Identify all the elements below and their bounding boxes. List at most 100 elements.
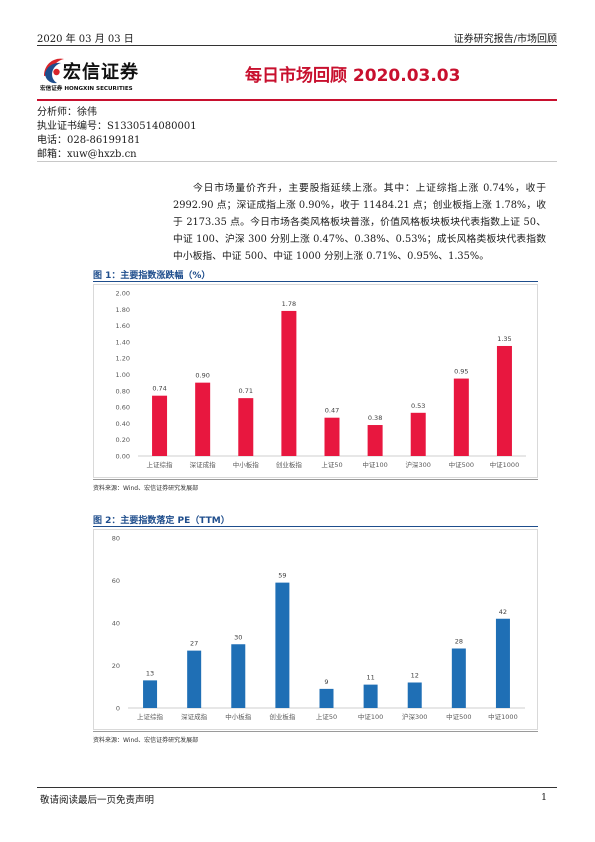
chart-2-bar xyxy=(363,684,378,708)
figure-2-bottom-rule xyxy=(93,731,538,732)
chart-2-bar xyxy=(451,648,466,708)
chart-1-data-label: 0.38 xyxy=(368,414,382,422)
figure-2-title: 图 2：主要指数落定 PE（TTM） xyxy=(93,516,230,526)
chart-1-y-tick-label: 1.80 xyxy=(116,306,130,314)
chart-2-bar xyxy=(275,582,290,708)
header-divider xyxy=(37,45,557,46)
chart-2-bar xyxy=(231,644,246,708)
chart-2-x-tick-label: 中小板指 xyxy=(225,712,252,721)
chart-1-bar xyxy=(324,417,340,456)
chart-2-data-label: 12 xyxy=(411,672,419,680)
chart-2-data-label: 11 xyxy=(366,674,374,682)
figure-2-top-rule xyxy=(93,526,538,527)
footer-divider xyxy=(37,787,557,788)
logo-swoosh-blue xyxy=(45,62,61,84)
chart-1-data-label: 0.53 xyxy=(411,402,425,410)
chart-2-x-tick-label: 深证成指 xyxy=(181,712,208,721)
market-summary: 今日市场量价齐升，主要股指延续上涨。其中：上证综指上涨 0.74%，收于 299… xyxy=(173,183,546,262)
chart-1-frame xyxy=(93,284,538,478)
page-title: 每日市场回顾 2020.03.03 xyxy=(245,66,461,86)
chart-2-bar xyxy=(407,682,422,708)
footer-disclaimer: 敬请阅读最后一页免责声明 xyxy=(40,795,155,806)
chart-1-y-tick-label: 1.60 xyxy=(116,322,130,330)
chart-2-data-label: 13 xyxy=(146,669,154,677)
chart-1-bar xyxy=(281,310,297,456)
chart-1-x-tick-label: 中证100 xyxy=(362,460,387,469)
chart-1-bar xyxy=(453,378,469,456)
logo-company-name: 宏信证券 xyxy=(63,62,139,83)
chart-1-y-tick-label: 0.00 xyxy=(116,453,130,461)
chart-2-x-tick-label: 上证50 xyxy=(316,712,337,721)
chart-2-x-tick-label: 上证综指 xyxy=(137,712,164,721)
chart-2-y-tick-label: 0 xyxy=(116,705,120,713)
figure-1-chart: 0.00 0.20 0.40 0.60 0.80 1.00 1.20 1.40 1.60 1.80… xyxy=(93,284,538,478)
chart-2-bar xyxy=(187,650,202,708)
company-logo xyxy=(44,58,64,84)
chart-2-data-label: 59 xyxy=(278,572,286,580)
chart-1-data-label: 1.35 xyxy=(497,335,511,343)
chart-1-x-tick-label: 中证1000 xyxy=(490,460,520,469)
chart-1-y-tick-label: 1.40 xyxy=(116,338,130,346)
chart-1-bar xyxy=(238,398,254,456)
analyst-name: 分析师：徐伟 xyxy=(37,107,97,118)
chart-1-data-label: 0.47 xyxy=(325,407,339,415)
analyst-email: 邮箱：xuw@hxzb.cn xyxy=(37,149,137,160)
chart-2-data-label: 28 xyxy=(455,638,463,646)
chart-2-x-tick-label: 创业板指 xyxy=(269,712,296,721)
figure-2-source: 资料来源：Wind、宏信证券研究发展部 xyxy=(93,737,199,744)
chart-2-y-tick-label: 40 xyxy=(112,620,120,628)
figure-1-bottom-rule xyxy=(93,479,538,480)
chart-2-frame xyxy=(93,529,538,730)
chart-1-x-tick-label: 中小板指 xyxy=(233,460,260,469)
meta-divider xyxy=(37,161,557,162)
chart-1-data-label: 0.95 xyxy=(454,368,468,376)
chart-1-data-label: 1.78 xyxy=(282,300,296,308)
chart-1-bar xyxy=(410,412,426,456)
chart-1-x-tick-label: 创业板指 xyxy=(276,460,303,469)
chart-1-x-tick-label: 上证综指 xyxy=(147,460,174,469)
chart-1-y-tick-label: 1.00 xyxy=(116,371,130,379)
chart-2-x-tick-label: 中证100 xyxy=(358,712,383,721)
report-category: 证券研究报告/市场回顾 xyxy=(453,34,557,45)
figure-1-source: 资料来源：Wind、宏信证券研究发展部 xyxy=(93,485,199,492)
chart-1-data-label: 0.90 xyxy=(195,372,209,380)
chart-2-x-tick-label: 中证1000 xyxy=(488,712,518,721)
chart-2-y-tick-label: 20 xyxy=(112,662,120,670)
chart-1-data-label: 0.74 xyxy=(152,385,166,393)
chart-2-data-label: 9 xyxy=(324,678,328,686)
figure-1-title: 图 1：主要指数涨跌幅（%） xyxy=(93,271,211,281)
chart-1-y-tick-label: 0.60 xyxy=(116,404,130,412)
chart-2-bar xyxy=(319,688,334,708)
chart-2-y-tick-label: 80 xyxy=(112,535,120,543)
chart-1-y-tick-label: 0.40 xyxy=(116,420,130,428)
chart-2-y-tick-label: 60 xyxy=(112,577,120,585)
report-date: 2020 年 03 月 03 日 xyxy=(37,34,134,45)
chart-1-y-tick-label: 2.00 xyxy=(116,290,130,298)
chart-1-bar xyxy=(496,345,512,456)
chart-1-x-tick-label: 沪深300 xyxy=(406,460,431,469)
chart-2-x-tick-label: 沪深300 xyxy=(402,712,427,721)
logo-dot xyxy=(53,68,60,76)
logo-tagline: 宏信证券 HONGXIN SECURITIES xyxy=(40,86,133,92)
analyst-phone: 电话：028-86199181 xyxy=(37,135,141,146)
chart-2-bar xyxy=(495,618,510,708)
chart-2-data-label: 42 xyxy=(499,608,507,616)
figure-1-top-rule xyxy=(93,281,538,282)
chart-1-x-tick-label: 上证50 xyxy=(321,460,342,469)
chart-1-bar xyxy=(195,382,211,456)
chart-1-bar xyxy=(152,395,168,456)
chart-2-x-tick-label: 中证500 xyxy=(446,712,471,721)
chart-1-y-tick-label: 0.80 xyxy=(116,387,130,395)
figure-2-chart: 0 20 40 60 80 13 上证综指 27 深证成指 30 中小板指 59 创业板指 9 上证50 11… xyxy=(93,529,538,730)
page-number: 1 xyxy=(540,792,547,803)
chart-1-data-label: 0.71 xyxy=(239,387,253,395)
analyst-certificate: 执业证书编号：S1330514080001 xyxy=(37,121,197,132)
chart-1-x-tick-label: 深证成指 xyxy=(190,460,217,469)
chart-2-data-label: 30 xyxy=(234,633,242,641)
chart-1-y-tick-label: 0.20 xyxy=(116,436,130,444)
chart-2-bar xyxy=(143,680,158,708)
chart-2-data-label: 27 xyxy=(190,640,198,648)
chart-1-x-tick-label: 中证500 xyxy=(449,460,474,469)
chart-1-bar xyxy=(367,425,383,456)
chart-1-y-tick-label: 1.20 xyxy=(116,355,130,363)
